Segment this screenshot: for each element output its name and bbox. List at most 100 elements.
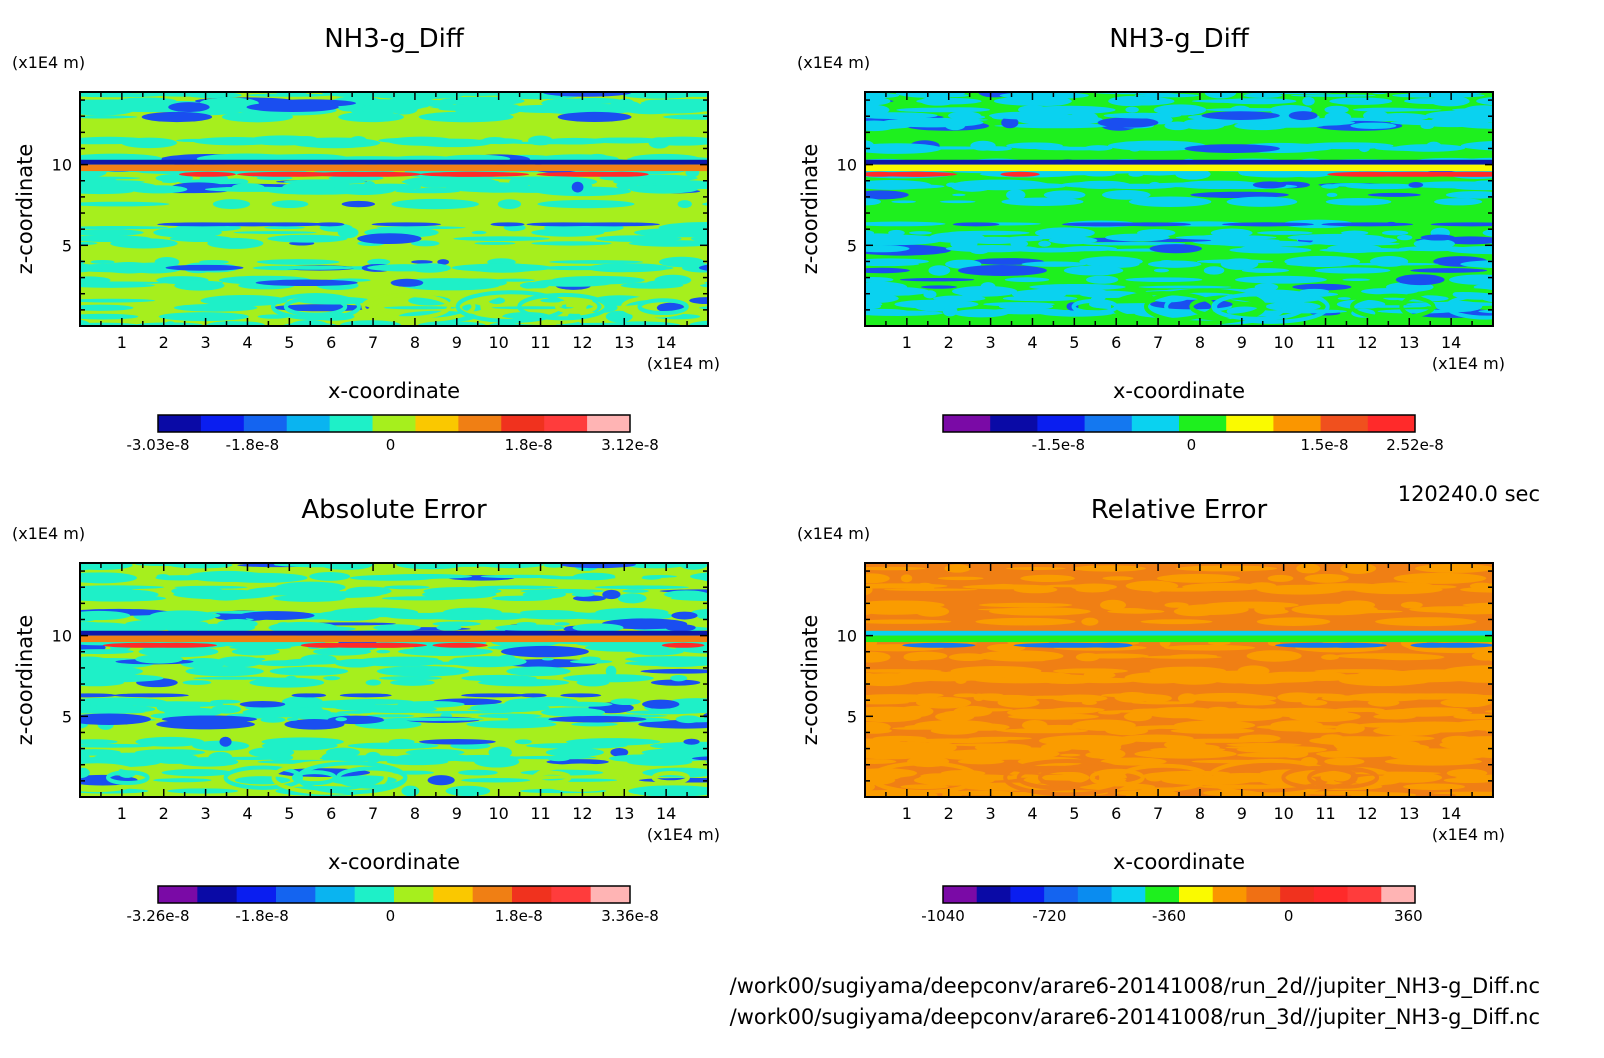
heatmap-cell <box>1205 583 1229 589</box>
colorbar-swatch <box>1273 415 1322 432</box>
heatmap-swirl <box>1350 293 1436 320</box>
heatmap-band-spot <box>952 222 1000 227</box>
heatmap-cell <box>401 785 420 797</box>
heatmap-cell <box>698 306 708 310</box>
heatmap-cell <box>945 245 1039 253</box>
heatmap-cell <box>543 563 565 568</box>
heatmap-cell <box>988 607 1091 616</box>
heatmap-cell <box>1011 289 1067 300</box>
colorbar-swatch <box>1313 886 1349 903</box>
heatmap-cell <box>865 198 881 206</box>
heatmap-cell <box>1389 740 1421 749</box>
heatmap-cell <box>458 769 498 776</box>
heatmap-cell <box>909 231 932 235</box>
panel-3: Absolute Error(x1E4 m)1 2 3 4 5 6 7 8 9 10 11 12 13 1… <box>12 495 720 925</box>
heatmap-cell <box>1263 707 1349 718</box>
y-unit-label: (x1E4 m) <box>797 524 870 543</box>
heatmap-cell <box>153 778 212 783</box>
heatmap-band-spot <box>902 642 976 648</box>
heatmap-band-spot <box>461 693 527 698</box>
heatmap-cell <box>1480 774 1493 778</box>
heatmap-swirl <box>637 298 689 316</box>
colorbar-swatch <box>458 415 502 432</box>
heatmap-cell <box>338 111 404 123</box>
heatmap-cell <box>1183 118 1236 127</box>
heatmap-cell <box>626 563 684 569</box>
chart-title: Relative Error <box>1091 495 1268 525</box>
heatmap-cell <box>1324 105 1349 114</box>
heatmap-cell <box>390 278 424 287</box>
heatmap-cell <box>1484 710 1493 713</box>
heatmap-swirl <box>80 763 146 793</box>
heatmap-swirl <box>1089 768 1145 787</box>
y-tick-label: 10 <box>52 156 72 175</box>
heatmap-cell <box>900 784 949 790</box>
heatmap-cell <box>1375 146 1450 151</box>
heatmap-band-spot <box>567 222 660 227</box>
heatmap-cell <box>1128 196 1212 208</box>
heatmap-cell <box>326 747 360 758</box>
heatmap-cell <box>1270 720 1323 731</box>
heatmap-cell <box>1301 699 1328 706</box>
heatmap-swirl <box>651 770 691 785</box>
heatmap-cell <box>952 193 966 197</box>
colorbar-swatch <box>200 415 245 432</box>
heatmap-cell <box>1331 182 1372 187</box>
heatmap-cell <box>1226 742 1302 747</box>
heatmap-cell <box>1138 675 1186 684</box>
heatmap-cell <box>225 657 246 661</box>
heatmap-cell <box>1061 182 1117 188</box>
heatmap-cell <box>626 710 702 715</box>
heatmap-cell <box>1174 720 1256 730</box>
colorbar-swatch <box>1111 886 1146 903</box>
heatmap-cell <box>495 624 566 632</box>
heatmap-cell <box>234 776 291 785</box>
colorbar-swatch <box>1179 886 1214 903</box>
heatmap-cell <box>1082 171 1116 177</box>
colorbar-tick-label: 360 <box>1394 907 1423 925</box>
heatmap-cell <box>185 666 264 677</box>
heatmap-cell <box>1280 749 1309 759</box>
heatmap-cell <box>168 102 210 113</box>
heatmap-cell <box>461 674 537 682</box>
heatmap-cell <box>1302 96 1315 106</box>
x-tick-label: 13 <box>614 804 634 823</box>
heatmap-cell <box>865 741 935 749</box>
x-tick-label: 14 <box>1441 804 1461 823</box>
heatmap-cell <box>543 102 608 113</box>
heatmap-cell <box>706 677 708 679</box>
heatmap-cell <box>1140 619 1213 625</box>
heatmap-cell <box>255 279 358 287</box>
heatmap-cell <box>357 233 422 245</box>
heatmap-swirl <box>621 295 692 318</box>
heatmap-cell <box>865 759 897 764</box>
y-axis: 5 10 z-coordinate <box>798 99 1493 311</box>
heatmap-cell <box>906 738 1009 744</box>
heatmap-cell <box>571 592 595 597</box>
heatmap-cell <box>1468 180 1493 190</box>
heatmap-swirl <box>372 291 476 323</box>
heatmap-band-spot <box>593 171 649 177</box>
heatmap-cell <box>158 312 249 322</box>
heatmap-cell <box>1452 719 1493 731</box>
y-tick-label: 10 <box>837 156 857 175</box>
heatmap-cell <box>313 647 372 656</box>
x-tick-label: 13 <box>614 333 634 352</box>
heatmap-cell <box>1201 111 1280 120</box>
x-tick-label: 14 <box>1441 333 1461 352</box>
colorbar-swatch <box>1131 415 1180 432</box>
colorbar-tick-label: -1.8e-8 <box>235 907 288 925</box>
heatmap-cell <box>367 103 424 111</box>
heatmap-cell <box>95 753 131 764</box>
heatmap-cell <box>90 259 115 264</box>
heatmap-cell <box>80 298 156 303</box>
heatmap-cell <box>164 321 177 326</box>
heatmap-cell <box>1288 111 1318 121</box>
heatmap-cell <box>1319 241 1400 246</box>
heatmap-cell <box>642 699 680 709</box>
heatmap-cell <box>1307 677 1343 682</box>
heatmap-cell <box>129 185 188 194</box>
y-tick-label: 5 <box>62 707 72 726</box>
x-tick-label: 12 <box>572 333 592 352</box>
